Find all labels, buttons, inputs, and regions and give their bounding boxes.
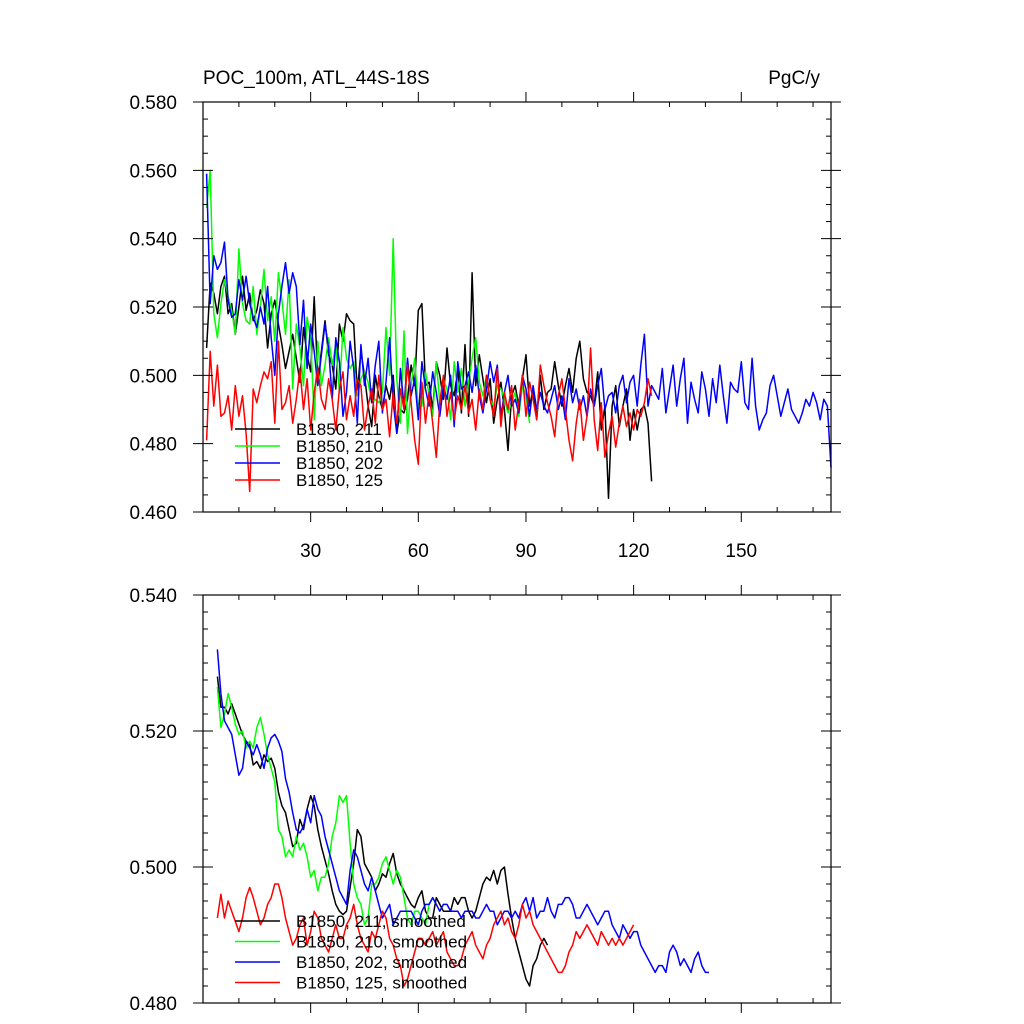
y-tick-label: 0.560 bbox=[129, 161, 177, 182]
series-line-1-1 bbox=[216, 686, 434, 926]
legend-label: B1850, 211 bbox=[296, 420, 382, 439]
legend-label: B1850, 211, smoothed bbox=[296, 912, 466, 931]
legend-label: B1850, 125, smoothed bbox=[296, 974, 467, 993]
series-line-0-3 bbox=[205, 340, 653, 493]
series-line-1-2 bbox=[216, 649, 709, 974]
y-tick-label: 0.480 bbox=[129, 994, 177, 1015]
top-panel-title: POC_100m, ATL_44S-18S bbox=[203, 68, 430, 89]
legend-label: B1850, 210, smoothed bbox=[296, 933, 467, 952]
y-tick-label: 0.480 bbox=[129, 435, 177, 456]
y-tick-label: 0.540 bbox=[129, 230, 177, 251]
series-line-1-0 bbox=[216, 676, 549, 987]
x-tick-label: 150 bbox=[725, 541, 757, 562]
y-tick-label: 0.540 bbox=[129, 586, 177, 607]
legend-label: B1850, 210 bbox=[296, 437, 383, 456]
y-tick-label: 0.520 bbox=[129, 722, 177, 743]
y-tick-label: 0.520 bbox=[129, 298, 177, 319]
series-line-1-3 bbox=[216, 883, 635, 987]
legend-label: B1850, 202, smoothed bbox=[296, 953, 467, 972]
top-panel: POC_100m, ATL_44S-18S PgC/y 30 60 90 120 150… bbox=[129, 68, 841, 562]
x-tick-label: 60 bbox=[408, 541, 429, 562]
y-tick-label: 0.460 bbox=[129, 503, 177, 524]
y-tick-label: 0.580 bbox=[129, 93, 177, 114]
y-tick-label: 0.500 bbox=[129, 858, 177, 879]
x-tick-label: 120 bbox=[618, 541, 650, 562]
y-tick-label: 0.500 bbox=[129, 366, 177, 387]
legend-label: B1850, 202 bbox=[296, 454, 383, 473]
legend-label: B1850, 125 bbox=[296, 471, 383, 490]
x-tick-label: 90 bbox=[515, 541, 536, 562]
x-tick-label: 30 bbox=[300, 541, 321, 562]
series-line-0-0 bbox=[205, 272, 653, 500]
top-panel-units: PgC/y bbox=[768, 68, 820, 89]
bottom-panel: 0.480 0.500 0.520 0.540 B1850, 211, smoothed… bbox=[129, 585, 841, 1015]
series-line-0-2 bbox=[205, 173, 832, 468]
